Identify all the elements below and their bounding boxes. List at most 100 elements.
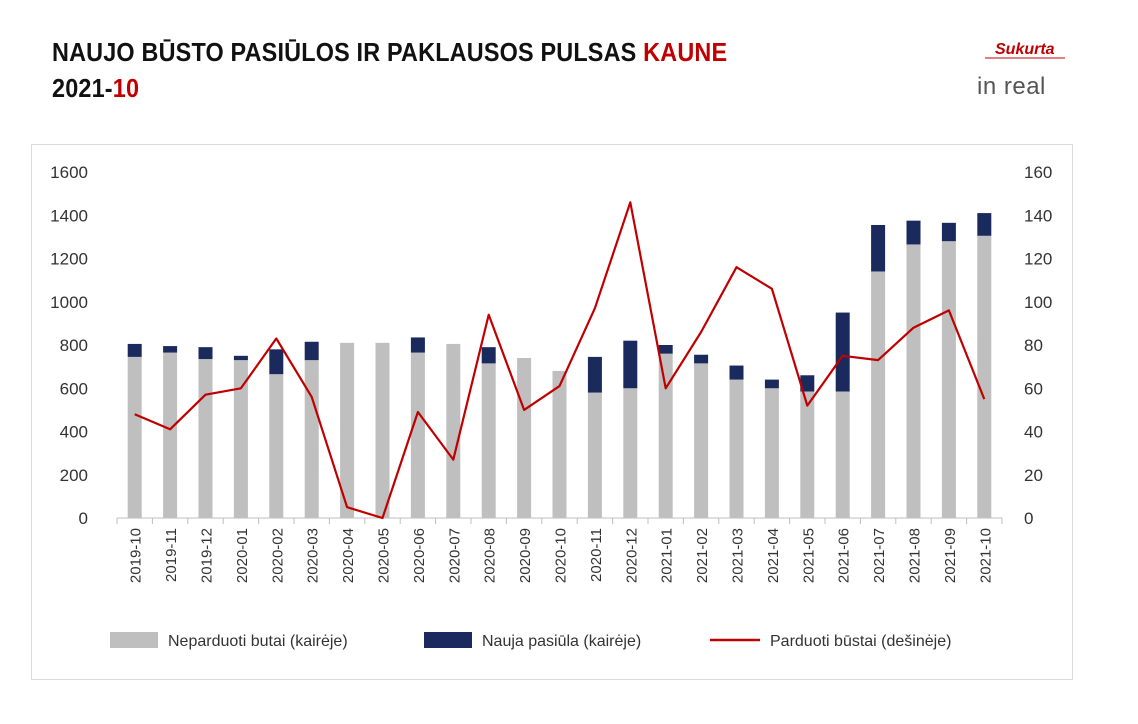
x-tick-label: 2020-02 — [269, 528, 286, 583]
bar-unsold — [446, 343, 461, 518]
x-tick-labels: 2019-10 2019-11 2019-12 2020-01 2020-02 2020-… — [128, 528, 995, 583]
legend-swatch-unsold — [110, 632, 158, 648]
left-tick-label: 800 — [60, 336, 88, 355]
bar-unsold — [764, 388, 779, 518]
legend-swatch-new-offer — [424, 632, 472, 648]
bar-new-offer — [871, 224, 886, 272]
x-axis-line — [116, 517, 1003, 524]
bar-new-offer — [269, 349, 284, 375]
x-tick-label: 2020-07 — [446, 528, 463, 583]
right-tick-label: 80 — [1024, 336, 1043, 355]
bar-unsold — [233, 360, 248, 518]
chart-title: NAUJO BŪSTO PASIŪLOS IR PAKLAUSOS PULSAS… — [52, 34, 727, 106]
left-tick-label: 400 — [60, 423, 88, 442]
combo-chart: 0 200 400 600 800 1000 1200 1400 1600 0 20 40 60 80 1… — [50, 163, 1052, 650]
x-tick-label: 2019-10 — [128, 528, 145, 583]
left-tick-label: 0 — [79, 509, 88, 528]
bar-unsold — [658, 353, 673, 518]
bar-new-offer — [800, 375, 815, 392]
bar-new-offer — [835, 312, 850, 392]
x-tick-label: 2020-08 — [482, 528, 499, 583]
chart-frame: 0 200 400 600 800 1000 1200 1400 1600 0 20 40 60 80 1… — [31, 144, 1073, 680]
right-tick-label: 20 — [1024, 466, 1043, 485]
bar-unsold — [587, 392, 602, 518]
x-tick-label: 2021-09 — [942, 528, 959, 583]
title-line-2: 2021-10 — [52, 70, 727, 106]
right-tick-label: 40 — [1024, 423, 1043, 442]
x-tick-label: 2020-10 — [553, 528, 570, 583]
logo-script: Sukurta — [995, 41, 1055, 58]
bar-unsold — [552, 370, 567, 518]
bar-new-offer — [658, 345, 673, 354]
bar-unsold — [517, 357, 532, 518]
title-main: NAUJO BŪSTO PASIŪLOS IR PAKLAUSOS PULSAS — [52, 37, 644, 67]
bar-new-offer — [163, 346, 178, 353]
bar-unsold — [375, 342, 390, 518]
bar-unsold — [163, 352, 178, 518]
title-year: 2021- — [52, 73, 113, 103]
bar-new-offer — [198, 347, 213, 360]
right-tick-label: 60 — [1024, 379, 1043, 398]
bar-new-offer — [127, 343, 142, 357]
bar-new-offer — [233, 355, 248, 361]
inreal-logo: Sukurta in real — [977, 41, 1065, 98]
right-tick-label: 160 — [1024, 163, 1052, 182]
logo-brand: in real — [977, 73, 1046, 98]
bar-unsold — [729, 379, 744, 518]
bar-new-offer — [694, 354, 709, 364]
right-tick-label: 120 — [1024, 250, 1052, 269]
bar-unsold — [800, 391, 815, 518]
right-tick-label: 140 — [1024, 206, 1052, 225]
bar-unsold — [481, 363, 496, 518]
x-tick-label: 2020-09 — [517, 528, 534, 583]
title-month: 10 — [112, 73, 140, 103]
bars — [127, 213, 992, 518]
x-tick-label: 2021-03 — [730, 528, 747, 583]
x-tick-label: 2019-12 — [199, 528, 216, 583]
bar-new-offer — [481, 347, 496, 364]
left-tick-label: 1400 — [50, 206, 88, 225]
sold-line — [134, 201, 986, 520]
x-tick-label: 2020-01 — [234, 528, 251, 583]
x-tick-label: 2020-05 — [376, 528, 393, 583]
x-tick-label: 2021-02 — [694, 528, 711, 583]
bar-unsold — [906, 244, 921, 518]
left-tick-label: 200 — [60, 466, 88, 485]
x-tick-label: 2021-04 — [765, 528, 782, 583]
bar-unsold — [269, 374, 284, 518]
bar-unsold — [871, 271, 886, 518]
bar-new-offer — [729, 365, 744, 380]
bar-new-offer — [906, 220, 921, 245]
bar-unsold — [410, 352, 425, 518]
left-tick-label: 600 — [60, 379, 88, 398]
bar-unsold — [835, 391, 850, 518]
bar-unsold — [977, 235, 992, 518]
bar-unsold — [340, 342, 355, 518]
left-axis: 0 200 400 600 800 1000 1200 1400 1600 — [50, 163, 88, 528]
bar-unsold — [694, 363, 709, 518]
x-tick-label: 2020-12 — [623, 528, 640, 583]
right-tick-label: 100 — [1024, 293, 1052, 312]
x-tick-label: 2019-11 — [163, 528, 180, 582]
x-tick-label: 2020-06 — [411, 528, 428, 583]
x-tick-label: 2021-05 — [800, 528, 817, 583]
bar-new-offer — [941, 222, 956, 242]
x-tick-label: 2020-11 — [588, 528, 605, 582]
bar-unsold — [941, 241, 956, 518]
x-tick-label: 2020-04 — [340, 528, 357, 583]
x-tick-label: 2021-10 — [977, 528, 994, 583]
right-axis: 0 20 40 60 80 100 120 140 160 — [1024, 163, 1052, 528]
left-tick-label: 1000 — [50, 293, 88, 312]
bar-unsold — [623, 388, 638, 518]
title-line-1: NAUJO BŪSTO PASIŪLOS IR PAKLAUSOS PULSAS… — [52, 34, 727, 70]
legend-label-new-offer: Nauja pasiūla (kairėje) — [482, 633, 641, 650]
bar-unsold — [198, 359, 213, 518]
legend: Neparduoti butai (kairėje) Nauja pasiūla… — [110, 632, 951, 650]
right-tick-label: 0 — [1024, 509, 1033, 528]
bar-new-offer — [410, 337, 425, 353]
x-tick-label: 2021-06 — [836, 528, 853, 583]
bar-new-offer — [304, 341, 319, 361]
x-tick-label: 2021-08 — [907, 528, 924, 583]
bar-unsold — [127, 356, 142, 518]
left-tick-label: 1600 — [50, 163, 88, 182]
